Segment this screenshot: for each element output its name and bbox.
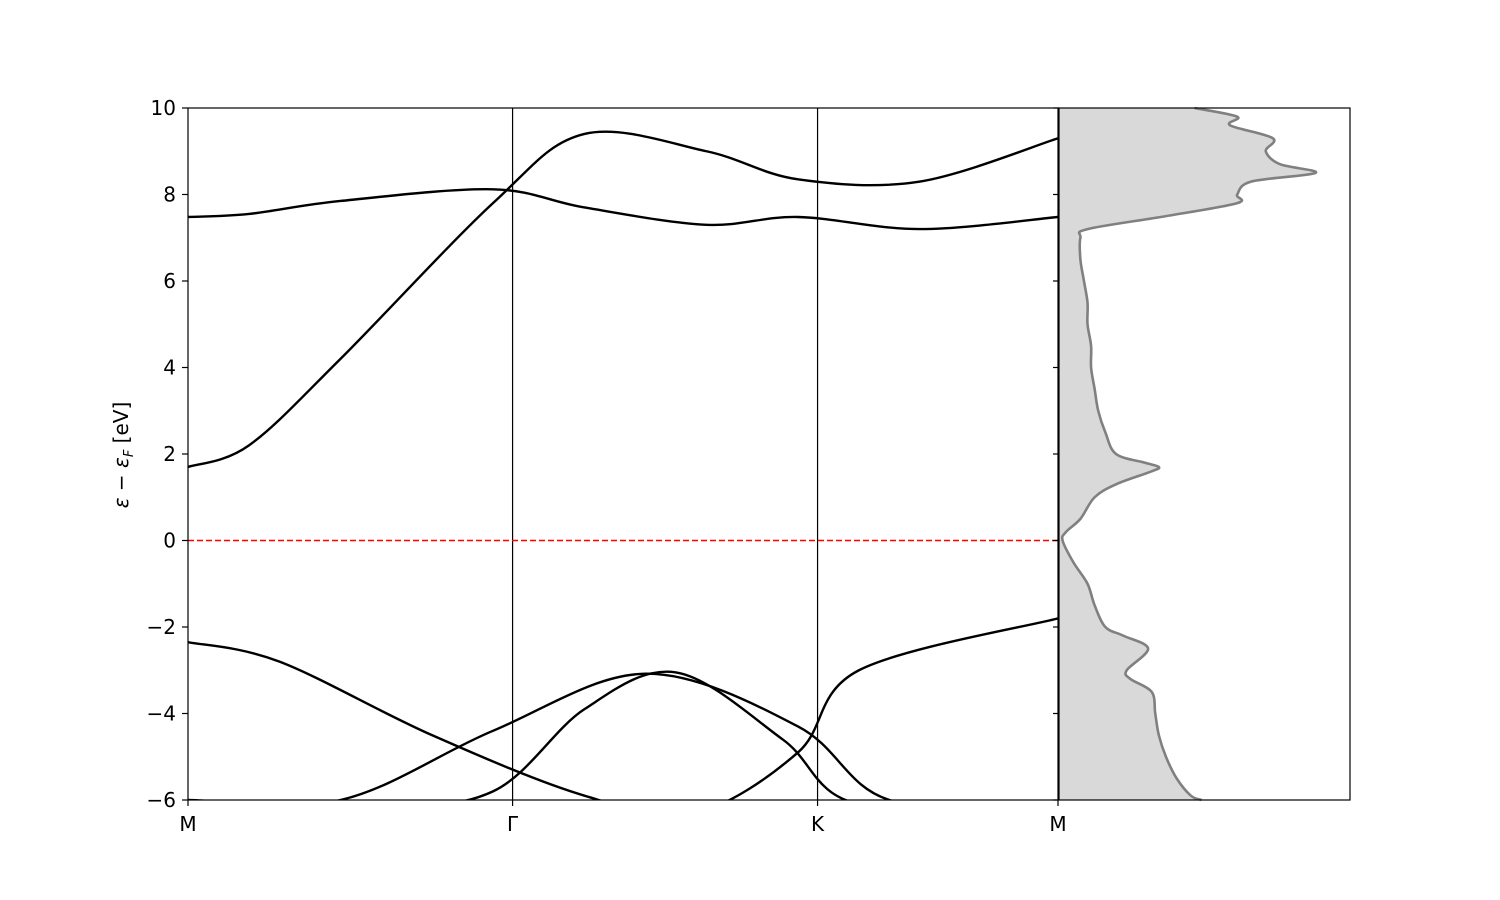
y-label-subscript: F [122,449,137,457]
x-tick-label: M [179,812,196,836]
y-label-minus: − [109,468,133,497]
x-tick-label: Γ [507,812,519,836]
x-tick-label: M [1049,812,1066,836]
dos-y-ticks [1053,107,1059,801]
dos-fill-area [1059,108,1317,800]
band-line-4 [463,670,849,800]
y-axis-ticks: −6 −4 −2 0 2 4 6 8 10 [147,96,188,812]
y-tick-label: 0 [163,529,176,553]
y-tick-label: −2 [147,615,176,639]
band-lines [188,130,1058,800]
band-line-0 [188,188,1058,231]
high-symmetry-lines [511,108,819,800]
y-tick-label: 4 [163,356,176,380]
x-tick-label: K [811,812,825,836]
dos-curve [1060,106,1318,802]
band-line-1 [188,130,1058,469]
band-line-2 [188,617,1058,800]
y-tick-label: 2 [163,442,176,466]
y-label-epsilon-f: ε [109,457,133,468]
y-tick-label: −4 [147,702,176,726]
y-axis-label: ε − εF [eV] [109,402,137,509]
y-label-unit: [eV] [109,402,133,450]
y-label-epsilon: ε [109,497,133,508]
y-tick-label: −6 [147,788,176,812]
y-tick-label: 6 [163,269,176,293]
y-tick-label: 10 [151,96,176,120]
dos-panel [1053,106,1351,802]
y-tick-label: 8 [163,183,176,207]
